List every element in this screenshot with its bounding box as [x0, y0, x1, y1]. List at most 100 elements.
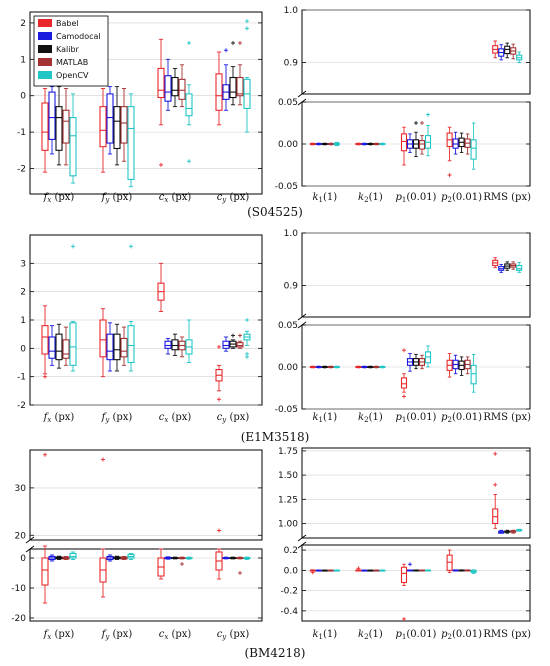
ds0-rbot-box	[418, 140, 426, 150]
ds2-ltop-ytick-label: 20	[15, 531, 27, 541]
ds1-xlabel-0: fx (px)	[43, 412, 75, 424]
ds1-xlabel-3: cy (px)	[217, 412, 250, 424]
ds2-xlabel-1: fy (px)	[101, 629, 133, 641]
legend-label-matlab: MATLAB	[56, 58, 88, 67]
ds2-xlabel-2: cx (px)	[159, 629, 192, 641]
ds2-lbot-ytick-label: 0	[20, 554, 26, 564]
ds0-left-box	[178, 78, 186, 100]
caption-e1m3518: (E1M3518)	[240, 430, 310, 444]
ds2-rtop-ytick-label: 1.25	[278, 495, 298, 505]
ds2-rtop-ytick-label: 1.50	[278, 471, 298, 481]
ds0-left-box	[120, 106, 128, 144]
ds0-rbot-ytick-label: 0.00	[278, 140, 298, 150]
ds1-rxlabel-2: p1(0.01)	[396, 412, 437, 424]
ds2-lbot-box	[41, 557, 49, 586]
ds1-rxlabel-0: k1(1)	[312, 412, 337, 424]
ds0-xlabel-2: cx (px)	[159, 192, 192, 204]
ds1-rtop-axis-break	[297, 313, 307, 321]
legend-swatch-kalibr	[38, 45, 52, 53]
ds1-rxlabel-4: RMS (px)	[483, 412, 531, 423]
caption-s04525: (S04525)	[247, 205, 303, 219]
ds1-left-box	[164, 340, 172, 349]
ds1-left-box	[127, 325, 135, 364]
ds1-xlabel-1: fy (px)	[101, 412, 133, 424]
ds0-rxlabel-0: k1(1)	[312, 192, 337, 204]
ds0-left-box	[215, 73, 223, 111]
ds2-rbot-ytick-label: 0.2	[284, 546, 298, 556]
ds2-rbot-ytick-label: -0.2	[280, 587, 298, 597]
ds0-left-box	[69, 117, 77, 177]
ds0-left-box	[55, 106, 63, 151]
ds2-ltop-axes-frame	[29, 449, 263, 541]
legend-swatch-babel	[38, 19, 52, 27]
ds0-left-box	[229, 76, 237, 99]
ds0-left-box	[113, 106, 121, 150]
ds1-left-box	[113, 333, 121, 361]
ds0-rxlabel-4: RMS (px)	[483, 192, 531, 203]
ds0-rtop-ytick-label: 1.0	[284, 6, 299, 16]
ds1-left-ytick-label: 1	[20, 316, 26, 326]
ds0-left-box	[106, 93, 114, 144]
ds2-rtop-axes-frame	[301, 447, 531, 539]
ds1-left-box	[69, 322, 77, 366]
legend-swatch-camodocal	[38, 32, 52, 40]
ds1-left-box	[48, 336, 56, 359]
ds2-lbot-ytick-label: -10	[11, 584, 26, 594]
legend-label-camodocal: Camodocal	[56, 32, 101, 41]
ds2-rtop-ytick-label: 1.75	[278, 447, 298, 457]
ds1-left-box	[222, 340, 230, 349]
ds0-rtop-axes-frame	[301, 9, 531, 95]
ds1-left-box	[55, 333, 63, 361]
ds0-rbot-axis-break	[297, 98, 307, 106]
ds0-left-box	[48, 91, 56, 140]
ds0-rxlabel-1: k2(1)	[358, 192, 383, 204]
ds0-left-ytick-label: -2	[17, 165, 26, 175]
legend-swatch-matlab	[38, 58, 52, 66]
ds1-rbot-ytick-label: 0.00	[278, 363, 298, 373]
ds1-left-ytick-label: 3	[20, 259, 26, 269]
ds2-rbot-axes-frame	[301, 544, 531, 622]
ds0-rxlabel-2: p1(0.01)	[396, 192, 437, 204]
ds0-left-ytick-label: 1	[20, 55, 26, 65]
ds0-left-box	[157, 67, 165, 99]
ds1-left-box	[236, 342, 244, 348]
ds2-rxlabel-2: p1(0.01)	[396, 629, 437, 641]
ds0-left-ytick-label: 2	[20, 19, 26, 29]
ds1-xlabel-2: cx (px)	[159, 412, 192, 424]
ds1-rbot-box	[400, 377, 408, 389]
ds0-rbot-box	[470, 139, 477, 160]
ds1-rtop-ytick-label: 0.9	[284, 282, 299, 292]
ds1-rbot-ytick-label: 0.05	[278, 321, 298, 331]
ds2-xlabel-3: cy (px)	[217, 629, 250, 641]
ds2-ltop-axis-break	[25, 536, 35, 544]
ds1-rxlabel-1: k2(1)	[358, 412, 383, 424]
legend-label-opencv: OpenCV	[56, 71, 89, 80]
ds2-rxlabel-0: k1(1)	[312, 629, 337, 641]
ds2-rxlabel-3: p2(0.01)	[441, 629, 482, 641]
ds2-rbot-ytick-label: -0.4	[280, 607, 298, 617]
ds0-left-box	[62, 109, 70, 144]
ds2-rtop-axis-break	[297, 534, 307, 542]
ds2-rbot-ytick-label: 0.0	[284, 566, 299, 576]
ds2-lbot-ytick-label: -20	[11, 614, 26, 624]
ds0-rbot-box	[400, 133, 408, 152]
ds2-rtop-ytick-label: 1.00	[278, 519, 298, 529]
ds1-left-box	[99, 319, 107, 358]
ds0-xlabel-0: fx (px)	[43, 192, 75, 204]
ds0-rbot-ytick-label: 0.05	[278, 98, 298, 108]
ds0-left-box	[185, 93, 193, 117]
ds0-left-box	[171, 76, 179, 97]
ds2-ltop-ytick-label: 30	[15, 484, 27, 494]
ds1-left-ytick-label: -1	[17, 373, 26, 383]
ds1-rbot-ytick-label: -0.05	[275, 405, 298, 415]
ds0-left-box	[164, 75, 172, 102]
ds0-rxlabel-3: p2(0.01)	[441, 192, 482, 204]
ds0-rtop-axis-break	[297, 90, 307, 98]
ds0-left-ytick-label: 0	[20, 92, 26, 102]
ds1-rbot-axis-break	[297, 321, 307, 329]
ds1-left-ytick-label: 2	[20, 288, 26, 298]
caption-bm4218: (BM4218)	[244, 646, 306, 660]
ds2-lbot-axes-frame	[29, 548, 263, 622]
ds0-left-box	[99, 106, 107, 148]
